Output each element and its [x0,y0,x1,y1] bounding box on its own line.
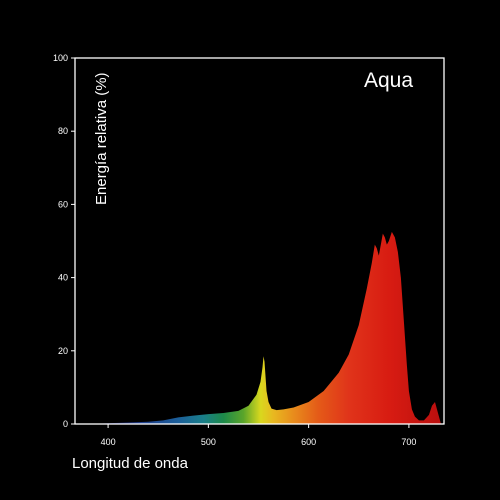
x-tick-label: 500 [201,437,216,447]
y-tick-label: 80 [58,126,68,136]
chart-title: Aqua [364,69,413,92]
x-tick-label: 400 [101,437,116,447]
y-tick-label: 100 [53,53,68,63]
plot-frame [74,57,445,425]
x-axis-ticks: 400 500 600 700 [101,424,416,447]
y-tick-label: 0 [63,419,68,429]
y-tick-label: 20 [58,346,68,356]
spectrum-area [88,231,441,424]
y-tick-label: 60 [58,199,68,209]
y-axis-ticks: 0 20 40 60 80 100 [53,53,75,429]
x-tick-label: 600 [301,437,316,447]
x-tick-label: 700 [401,437,416,447]
x-axis-title: Longitud de onda [72,455,189,472]
y-axis-title: Energía relativa (%) [93,72,110,205]
y-tick-label: 40 [58,273,68,283]
